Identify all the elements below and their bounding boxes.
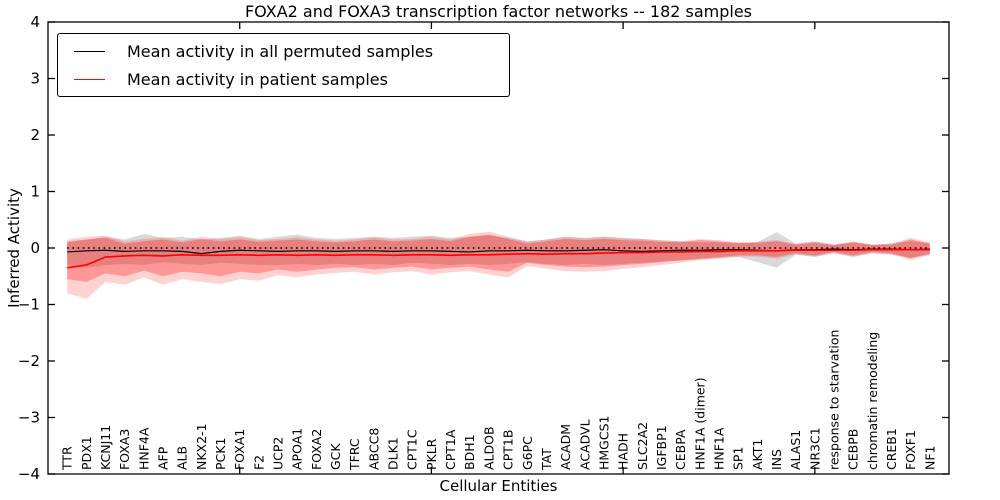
x-entity-label: GCK	[328, 443, 343, 470]
x-entity-label: TFRC	[347, 438, 362, 471]
x-entity-label: PDX1	[79, 436, 94, 470]
y-tick-label: 4	[30, 13, 40, 31]
x-entity-label: ALAS1	[788, 430, 803, 470]
permuted-line-swatch	[74, 50, 105, 52]
x-axis-label: Cellular Entities	[439, 477, 558, 495]
x-entity-label: CPT1B	[501, 430, 516, 470]
x-entity-label: PCK1	[213, 438, 228, 470]
legend-label: Mean activity in all permuted samples	[127, 41, 434, 61]
patient-samples-range-outer-band	[67, 231, 930, 299]
x-entity-label: HADH	[616, 433, 631, 470]
x-entity-label: INS	[769, 449, 784, 470]
x-entity-label: HMGCS1	[596, 416, 611, 471]
x-entity-label: APOA1	[290, 428, 305, 470]
permuted-samples-range-band	[67, 232, 930, 268]
x-entity-label: FOXA2	[309, 429, 324, 470]
x-entity-label: BDH1	[462, 434, 477, 470]
y-tick-label: 2	[30, 126, 40, 144]
legend-label: Mean activity in patient samples	[127, 69, 388, 89]
y-tick-label: −2	[18, 352, 40, 370]
x-entity-label: NF1	[922, 446, 937, 471]
x-entity-label: TTR	[60, 446, 75, 471]
y-tick-label: −1	[18, 296, 40, 314]
patient-mean-line	[67, 248, 930, 269]
chart-title: FOXA2 and FOXA3 transcription factor net…	[244, 2, 753, 21]
x-entity-label: chromatin remodeling	[865, 332, 880, 470]
legend-item-patient: Mean activity in patient samples	[68, 70, 499, 89]
x-entity-label: HNF4A	[136, 427, 151, 470]
x-entity-label: PKLR	[424, 438, 439, 470]
x-entity-label: KCNJ11	[98, 425, 113, 470]
x-entity-label: F2	[251, 455, 266, 470]
patient-line-swatch	[74, 78, 105, 80]
x-entity-label: response to starvation	[826, 330, 841, 471]
x-entity-label: ACADVL	[577, 419, 592, 470]
x-entity-label: SLC2A2	[635, 422, 650, 470]
patient-samples-range-inner-band	[67, 234, 930, 282]
x-entity-label: FOXA1	[232, 429, 247, 470]
x-entity-label: ACADM	[558, 424, 573, 470]
y-axis-label: Inferred Activity	[5, 188, 23, 308]
y-tick-label: −3	[18, 409, 40, 427]
x-entity-label: ABCC8	[366, 428, 381, 470]
x-entity-label: IGFBP1	[654, 425, 669, 470]
x-entity-label: AKT1	[750, 439, 765, 470]
x-entity-label: SP1	[731, 447, 746, 470]
x-entity-label: ALB	[175, 446, 190, 470]
x-entity-label: FOXF1	[903, 430, 918, 470]
x-entity-label: TAT	[539, 448, 554, 471]
y-tick-label: 3	[30, 70, 40, 88]
x-entity-label: CPT1C	[405, 429, 420, 470]
y-tick-label: 0	[30, 239, 40, 257]
x-entity-label: CREB1	[884, 428, 899, 470]
x-entity-label: G6PC	[520, 436, 535, 470]
y-tick-label: −4	[18, 465, 40, 483]
x-entity-label: ALDOB	[481, 426, 496, 470]
legend-item-permuted: Mean activity in all permuted samples	[68, 42, 499, 61]
y-tick-label: 1	[30, 183, 40, 201]
x-entity-label: CEBPA	[673, 429, 688, 470]
x-entity-label: CPT1A	[443, 429, 458, 470]
x-entity-label: NR3C1	[807, 427, 822, 470]
x-entity-label: HNF1A (dimer)	[692, 377, 707, 470]
x-entity-label: UCP2	[271, 437, 286, 470]
x-entity-label: NKX2-1	[194, 423, 209, 470]
x-entity-label: DLK1	[386, 437, 401, 470]
legend: Mean activity in all permuted samples Me…	[57, 33, 510, 97]
x-entity-label: AFP	[156, 446, 171, 470]
x-entity-label: CEBPB	[846, 429, 861, 470]
x-entity-label: HNF1A	[711, 427, 726, 470]
x-entity-label: FOXA3	[117, 429, 132, 470]
